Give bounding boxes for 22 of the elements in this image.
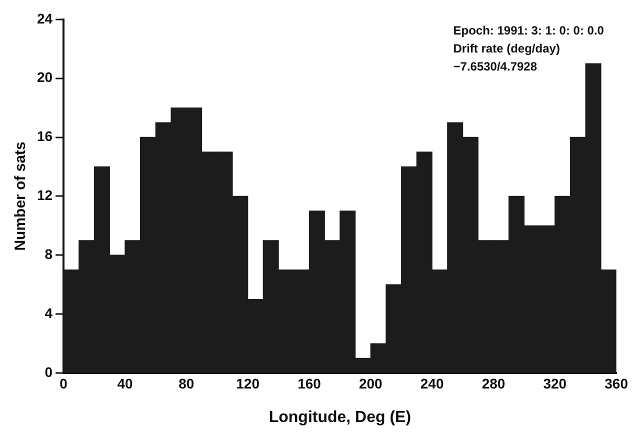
annotation: −7.6530/4.7928 (453, 60, 538, 74)
x-tick-label: 40 (117, 375, 133, 392)
x-tick-label: 280 (482, 375, 506, 392)
y-axis-title: Number of sats (12, 142, 30, 251)
x-tick-label: 200 (358, 375, 383, 392)
y-tick-label: 4 (44, 304, 53, 321)
x-axis-title: Longitude, Deg (E) (268, 408, 412, 426)
x-tick-label: 240 (420, 375, 444, 392)
x-tick-label: 360 (604, 375, 628, 392)
x-tick-label: 120 (236, 375, 260, 392)
y-tick-label: 0 (44, 364, 53, 380)
y-tick-label: 20 (36, 69, 53, 86)
y-tick-label: 24 (36, 10, 53, 26)
x-tick-label: 80 (178, 375, 194, 392)
y-tick-label: 12 (36, 187, 53, 204)
y-tick-label: 16 (36, 128, 53, 144)
x-tick-label: 160 (298, 375, 322, 392)
x-tick-label: 0 (60, 375, 68, 392)
annotation: Epoch: 1991: 3: 1: 0: 0: 0.0 (453, 24, 604, 38)
annotation: Drift rate (deg/day) (453, 42, 560, 56)
x-tick-label: 320 (543, 375, 567, 392)
y-tick-label: 8 (44, 246, 53, 262)
